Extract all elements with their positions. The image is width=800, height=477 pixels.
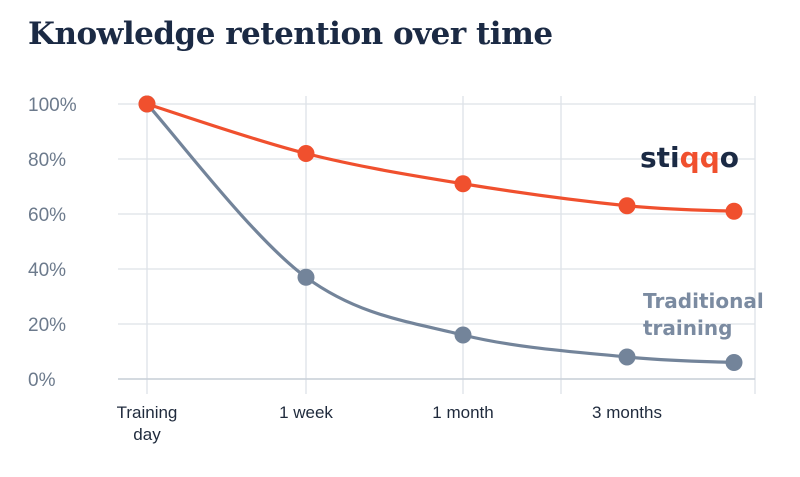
series-label-traditional: Traditional training	[643, 289, 764, 340]
y-tick-label: 20%	[28, 315, 66, 336]
x-tick-label: 1 month	[432, 403, 493, 422]
data-point-stiqqo	[138, 95, 156, 113]
series-line-traditional	[145, 102, 736, 365]
series-points	[138, 95, 743, 371]
series-labels: stiqqo Traditional training	[640, 141, 764, 340]
series-label-stiqqo: stiqqo	[640, 141, 739, 174]
y-tick-label: 0%	[28, 370, 56, 391]
x-axis-ticks: Training day 1 week 1 month 3 months	[117, 403, 662, 444]
data-point-traditional	[454, 326, 472, 344]
x-tick-label: 3 months	[592, 403, 662, 422]
x-tick-label: Training day	[117, 403, 178, 444]
data-point-traditional	[297, 268, 315, 286]
y-axis-ticks: 0% 20% 40% 60% 80% 100%	[28, 95, 77, 391]
x-tick-label: 1 week	[279, 403, 333, 422]
data-point-traditional	[618, 348, 636, 366]
data-point-stiqqo	[297, 145, 315, 162]
y-tick-label: 60%	[28, 205, 66, 226]
y-tick-label: 80%	[28, 150, 66, 171]
y-tick-label: 40%	[28, 260, 66, 281]
data-point-stiqqo	[618, 197, 636, 215]
data-point-stiqqo	[725, 202, 743, 220]
data-point-traditional	[725, 354, 743, 371]
data-point-stiqqo	[454, 175, 472, 193]
y-tick-label: 100%	[28, 95, 77, 116]
chart-title: Knowledge retention over time	[28, 16, 553, 52]
